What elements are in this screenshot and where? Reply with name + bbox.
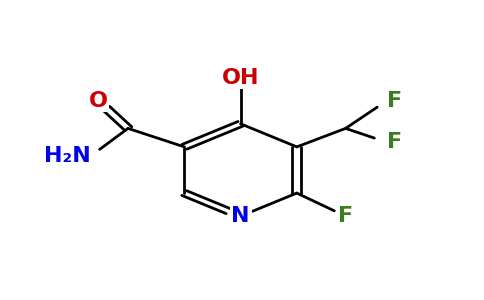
Text: OH: OH [222,68,259,88]
Text: F: F [387,132,402,152]
Text: N: N [231,206,250,226]
Text: F: F [338,206,353,226]
Text: F: F [387,91,402,111]
Text: H₂N: H₂N [44,146,91,166]
Text: O: O [89,91,107,111]
